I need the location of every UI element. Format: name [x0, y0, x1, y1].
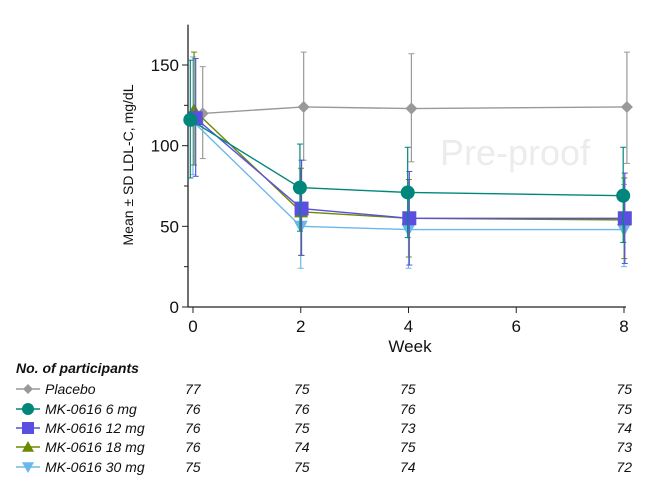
data-point: [183, 112, 198, 127]
participant-count: 73: [616, 439, 632, 455]
legend-marker: [22, 403, 34, 415]
participant-count: 74: [616, 420, 632, 436]
legend-label: MK-0616 30 mg: [45, 459, 145, 475]
legend-label: MK-0616 6 mg: [45, 401, 137, 417]
legend-label: MK-0616 12 mg: [45, 420, 145, 436]
y-axis-label: Mean ± SD LDL-C, mg/dL: [120, 84, 136, 245]
y-tick-label: 100: [151, 137, 179, 156]
y-tick-label: 0: [170, 298, 179, 317]
participant-count: 74: [400, 459, 416, 475]
participant-count: 76: [185, 420, 201, 436]
legend-label: Placebo: [45, 381, 96, 397]
participant-count: 74: [294, 439, 310, 455]
legend-label: MK-0616 18 mg: [45, 439, 145, 455]
participants-title: No. of participants: [16, 360, 139, 376]
x-tick-label: 2: [296, 317, 305, 336]
participant-count: 76: [185, 439, 201, 455]
series-line: [192, 120, 624, 231]
data-point: [297, 100, 310, 113]
participant-count: 72: [616, 459, 632, 475]
participant-count: 76: [185, 401, 201, 417]
data-point: [616, 188, 631, 203]
participant-count: 77: [185, 381, 202, 397]
data-point: [402, 211, 417, 226]
participant-count: 75: [400, 381, 416, 397]
data-point: [620, 100, 633, 113]
legend-marker: [22, 462, 34, 473]
data-point: [617, 211, 632, 226]
series-line: [195, 117, 625, 219]
participant-count: 76: [294, 401, 310, 417]
participant-count: 76: [400, 401, 416, 417]
x-tick-label: 4: [404, 317, 413, 336]
y-tick-label: 150: [151, 56, 179, 75]
y-tick-label: 50: [160, 217, 179, 236]
x-axis-label: Week: [388, 337, 432, 356]
legend-marker: [22, 422, 34, 434]
legend-marker: [23, 384, 33, 394]
data-point: [294, 201, 309, 216]
participant-count: 75: [400, 439, 416, 455]
data-point: [400, 185, 415, 200]
legend-marker: [22, 441, 34, 452]
participant-count: 75: [616, 381, 632, 397]
participant-count: 75: [294, 459, 310, 475]
series-line: [193, 109, 625, 221]
x-tick-label: 6: [512, 317, 521, 336]
participant-count: 75: [185, 459, 201, 475]
participant-count: 73: [400, 420, 416, 436]
participant-count: 75: [294, 381, 310, 397]
watermark: Pre-proof: [440, 132, 591, 173]
series-0: [196, 51, 633, 164]
data-point: [405, 102, 418, 115]
series-1: [183, 59, 631, 243]
series-line: [189, 119, 624, 197]
series-line: [202, 106, 627, 115]
data-point: [292, 180, 307, 195]
participant-count: 75: [294, 420, 310, 436]
participant-count: 75: [616, 401, 632, 417]
x-tick-label: 8: [619, 317, 628, 336]
x-tick-label: 0: [188, 317, 197, 336]
